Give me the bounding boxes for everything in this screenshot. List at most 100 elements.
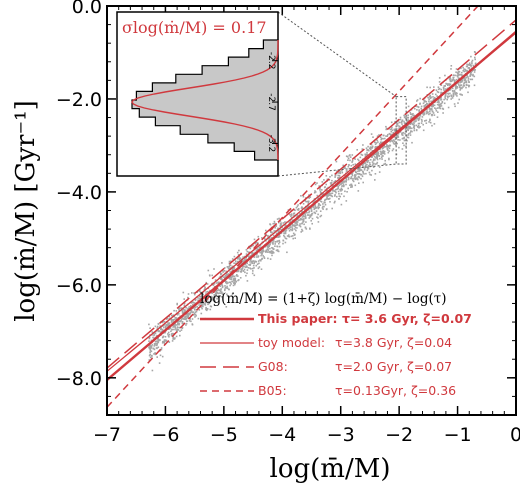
scatter-point — [335, 191, 337, 194]
scatter-point — [244, 266, 247, 269]
scatter-point — [403, 137, 405, 140]
scatter-point — [316, 182, 318, 184]
scatter-point — [219, 275, 221, 278]
scatter-point — [230, 260, 232, 263]
scatter-point — [265, 240, 267, 242]
scatter-point — [220, 273, 223, 275]
scatter-point — [436, 90, 439, 93]
scatter-point — [368, 171, 371, 174]
scatter-point — [191, 311, 194, 313]
scatter-point — [310, 209, 313, 211]
scatter-point — [431, 114, 433, 117]
scatter-point — [433, 86, 435, 88]
scatter-point — [184, 316, 186, 319]
scatter-point — [172, 338, 174, 340]
scatter-point — [328, 198, 330, 200]
scatter-point — [155, 347, 158, 349]
scatter-point — [193, 314, 195, 316]
scatter-point — [474, 51, 476, 54]
scatter-point — [319, 204, 322, 206]
scatter-point — [433, 123, 436, 125]
scatter-point — [168, 315, 171, 318]
scatter-point — [307, 214, 310, 216]
scatter-point — [205, 306, 207, 309]
scatter-point — [304, 212, 306, 215]
scatter-point — [231, 275, 234, 278]
scatter-point — [401, 121, 403, 123]
legend: log(ṁ/M) = (1+ζ) log(m̄/M) − log(τ) This… — [200, 291, 472, 398]
scatter-point — [218, 281, 220, 283]
scatter-point — [459, 87, 462, 90]
scatter-point — [229, 281, 232, 284]
scatter-point — [406, 116, 408, 119]
scatter-point — [309, 228, 311, 230]
scatter-point — [165, 318, 168, 320]
scatter-point — [198, 289, 201, 292]
scatter-point — [429, 110, 431, 113]
scatter-point — [379, 148, 381, 150]
scatter-point — [277, 236, 280, 238]
scatter-point — [321, 207, 324, 209]
scatter-point — [179, 330, 181, 332]
scatter-point — [308, 217, 310, 219]
scatter-point — [170, 330, 172, 333]
scatter-point — [452, 78, 454, 80]
scatter-point — [409, 127, 412, 130]
scatter-point — [418, 126, 420, 129]
scatter-point — [417, 126, 419, 128]
scatter-point — [456, 95, 458, 97]
scatter-point — [200, 291, 202, 294]
scatter-point — [396, 142, 398, 145]
scatter-point — [473, 84, 476, 87]
scatter-point — [472, 64, 475, 67]
scatter-point — [236, 270, 238, 273]
scatter-point — [453, 93, 455, 96]
scatter-point — [235, 262, 238, 265]
scatter-point — [319, 210, 322, 212]
scatter-point — [202, 302, 205, 305]
scatter-point — [152, 347, 155, 350]
scatter-point — [385, 125, 387, 128]
scatter-point — [364, 162, 367, 164]
scatter-point — [467, 76, 469, 78]
scatter-point — [355, 171, 357, 174]
scatter-point — [435, 108, 437, 110]
scatter-point — [148, 345, 151, 347]
scatter-point — [390, 130, 393, 133]
scatter-point — [278, 234, 281, 237]
scatter-point — [299, 224, 301, 227]
scatter-point — [387, 146, 390, 148]
x-tick-label: −3 — [327, 424, 355, 446]
scatter-point — [320, 192, 322, 194]
scatter-point — [451, 79, 453, 81]
scatter-point — [459, 81, 461, 84]
scatter-point — [335, 160, 338, 163]
scatter-point — [440, 105, 443, 107]
scatter-point — [265, 250, 268, 253]
scatter-point — [399, 139, 401, 141]
scatter-point — [272, 234, 275, 237]
scatter-point — [344, 190, 346, 193]
scatter-point — [412, 124, 415, 126]
scatter-point — [463, 81, 466, 84]
scatter-point — [288, 227, 291, 229]
scatter-point — [404, 128, 407, 131]
scatter-point — [463, 82, 465, 85]
scatter-point — [246, 266, 248, 268]
scatter-point — [320, 214, 323, 217]
scatter-point — [447, 92, 449, 95]
scatter-point — [430, 100, 432, 103]
scatter-point — [183, 302, 186, 305]
scatter-point — [168, 333, 171, 336]
scatter-point — [385, 135, 387, 137]
scatter-point — [370, 174, 372, 176]
scatter-point — [338, 193, 340, 195]
scatter-point — [153, 348, 156, 351]
scatter-point — [358, 169, 360, 171]
scatter-point — [158, 330, 161, 332]
scatter-point — [425, 111, 428, 113]
scatter-point — [149, 351, 151, 353]
scatter-point — [148, 354, 151, 357]
scatter-point — [207, 303, 209, 306]
scatter-point — [308, 211, 310, 214]
